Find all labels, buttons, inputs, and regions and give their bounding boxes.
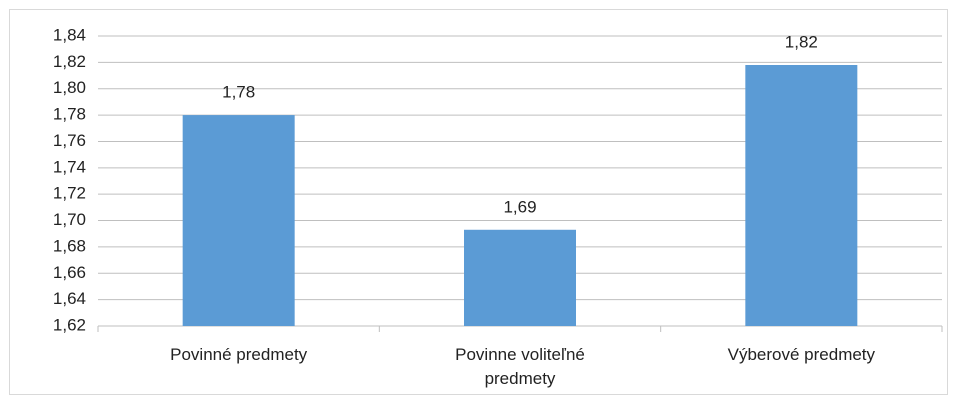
y-tick-label: 1,68 (53, 236, 86, 255)
data-label: 1,82 (785, 32, 818, 51)
data-label: 1,69 (503, 197, 536, 216)
y-tick-label: 1,76 (53, 131, 86, 150)
y-tick-label: 1,66 (53, 263, 86, 282)
y-tick-label: 1,70 (53, 210, 86, 229)
y-tick-label: 1,62 (53, 315, 86, 334)
y-tick-label: 1,80 (53, 78, 86, 97)
bar (745, 65, 858, 326)
bar (182, 115, 295, 326)
bar (464, 229, 576, 326)
y-tick-label: 1,78 (53, 105, 86, 124)
y-tick-label: 1,82 (53, 52, 86, 71)
x-tick-label: Povinne voliteľné predmety (455, 345, 585, 388)
y-tick-label: 1,74 (53, 157, 86, 176)
y-tick-label: 1,72 (53, 184, 86, 203)
y-tick-label: 1,84 (53, 25, 86, 44)
x-tick-label: Povinné predmety (170, 345, 308, 364)
chart-frame (9, 9, 948, 395)
y-tick-label: 1,64 (53, 289, 86, 308)
data-label: 1,78 (222, 83, 255, 102)
x-tick-label: Výberové predmety (727, 345, 876, 364)
